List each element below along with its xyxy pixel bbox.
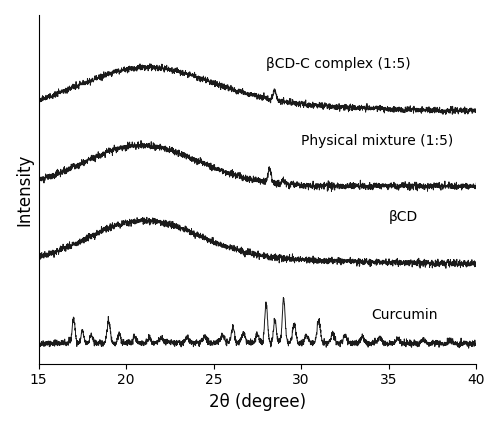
X-axis label: 2θ (degree): 2θ (degree) bbox=[209, 393, 306, 411]
Text: Physical mixture (1:5): Physical mixture (1:5) bbox=[301, 133, 454, 147]
Text: βCD-C complex (1:5): βCD-C complex (1:5) bbox=[266, 57, 411, 71]
Text: βCD: βCD bbox=[388, 210, 418, 224]
Y-axis label: Intensity: Intensity bbox=[15, 153, 33, 225]
Text: Curcumin: Curcumin bbox=[371, 308, 438, 322]
